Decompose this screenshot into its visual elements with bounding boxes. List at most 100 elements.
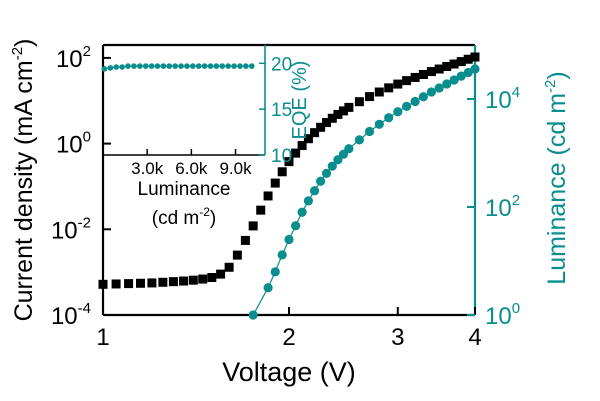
inset-x-tick-label: 9.0k — [219, 159, 252, 178]
luminance-point — [449, 75, 459, 85]
current-density-point — [402, 76, 412, 86]
current-density-point — [333, 109, 343, 119]
luminance-point — [297, 207, 307, 217]
eqe-point — [101, 66, 108, 72]
luminance-point — [309, 186, 320, 196]
luminance-point — [463, 67, 473, 78]
x-axis-title: Voltage (V) — [222, 357, 356, 387]
eqe-point — [172, 63, 178, 69]
current-density-point — [316, 122, 326, 132]
eqe-point — [166, 63, 173, 69]
eqe-point — [160, 63, 167, 69]
current-density-point — [198, 274, 208, 284]
inset-y-tick-label: 10 — [271, 146, 292, 167]
eqe-point — [190, 63, 196, 69]
eqe-point — [142, 63, 149, 69]
y-left-tick-label: 102 — [56, 43, 91, 73]
luminance-point — [321, 168, 332, 178]
eqe-point — [154, 63, 161, 69]
current-density-point — [393, 79, 403, 89]
eqe-point — [213, 63, 220, 69]
current-density-point — [284, 157, 294, 167]
eqe-point — [184, 63, 190, 69]
current-density-point — [418, 69, 428, 79]
current-density-point — [442, 61, 452, 71]
luminance-point — [426, 87, 436, 97]
y-left-tick-label: 100 — [56, 129, 91, 159]
eqe-series — [101, 63, 255, 72]
current-density-point — [224, 262, 234, 272]
inset-tick-labels: 3.0k 6.0k 9.0k 10 15 20 — [131, 54, 292, 178]
y-left-tick-label: 10-4 — [51, 300, 91, 330]
current-density-point — [338, 106, 348, 116]
eqe-point — [131, 63, 137, 69]
eqe-point — [137, 63, 143, 69]
eqe-point — [113, 64, 120, 70]
current-density-point — [449, 59, 459, 69]
current-density-point — [426, 67, 436, 77]
x-tick-label: 1 — [96, 324, 109, 351]
x-tick-label: 3 — [391, 324, 404, 351]
luminance-point — [442, 79, 452, 89]
luminance-point — [456, 71, 466, 81]
current-density-point — [232, 250, 242, 260]
eqe-point — [237, 63, 243, 69]
y-left-axis-title: Current density (mA cm-2) — [9, 39, 38, 322]
current-density-point — [124, 279, 134, 289]
current-density-point — [188, 275, 198, 285]
eqe-point — [231, 63, 237, 69]
current-density-point — [384, 83, 394, 93]
current-density-point — [354, 97, 364, 107]
luminance-point — [303, 196, 314, 206]
current-density-point — [207, 273, 217, 283]
eqe-point — [248, 63, 255, 69]
main-tick-labels: 1 2 3 4 10-4 10-2 100 102 100 102 104 — [51, 43, 520, 351]
luminance-point — [393, 107, 403, 117]
eqe-point — [219, 63, 226, 69]
luminance-point — [248, 310, 258, 320]
current-density-point — [463, 54, 473, 64]
current-density-point — [216, 269, 226, 279]
current-density-point — [374, 87, 384, 97]
luminance-point — [316, 176, 326, 186]
luminance-point — [470, 64, 480, 74]
current-density-point — [240, 235, 250, 245]
current-density-point — [158, 277, 168, 287]
luminance-point — [263, 283, 273, 293]
eqe-point — [201, 63, 208, 69]
current-density-point — [327, 113, 337, 123]
luminance-point — [284, 234, 294, 245]
current-density-point — [277, 167, 287, 177]
eqe-point — [119, 64, 125, 70]
eqe-point — [243, 63, 249, 69]
inset-x-axis-title-units: (cd m-2) — [152, 205, 217, 229]
current-density-point — [344, 102, 354, 112]
eqe-point — [207, 63, 214, 69]
current-density-point — [434, 64, 444, 74]
eqe-point — [195, 63, 202, 69]
inset-y-axis-title: EQE (%) — [289, 61, 311, 140]
y-right-tick-label: 104 — [485, 84, 520, 114]
current-density-point — [291, 148, 301, 158]
luminance-point — [374, 119, 384, 129]
luminance-point — [270, 267, 280, 277]
eqe-point — [148, 63, 155, 69]
eqe-point — [125, 63, 131, 69]
luminance-point — [291, 221, 301, 231]
luminance-point — [344, 144, 354, 154]
current-density-point — [303, 134, 313, 144]
luminance-point — [327, 161, 337, 171]
x-tick-label: 4 — [468, 324, 481, 351]
y-right-axis-title: Luminance (cd m-2) — [542, 71, 571, 284]
y-right-tick-label: 100 — [485, 300, 520, 330]
inset-y-tick-label: 20 — [271, 54, 292, 75]
current-density-point — [365, 92, 375, 102]
inset-x-axis-title: Luminance — [138, 179, 231, 200]
eqe-point — [107, 65, 114, 71]
current-density-point — [270, 178, 280, 188]
current-density-point — [168, 277, 178, 287]
current-density-point — [98, 279, 108, 289]
inset-x-tick-label: 3.0k — [131, 159, 164, 178]
